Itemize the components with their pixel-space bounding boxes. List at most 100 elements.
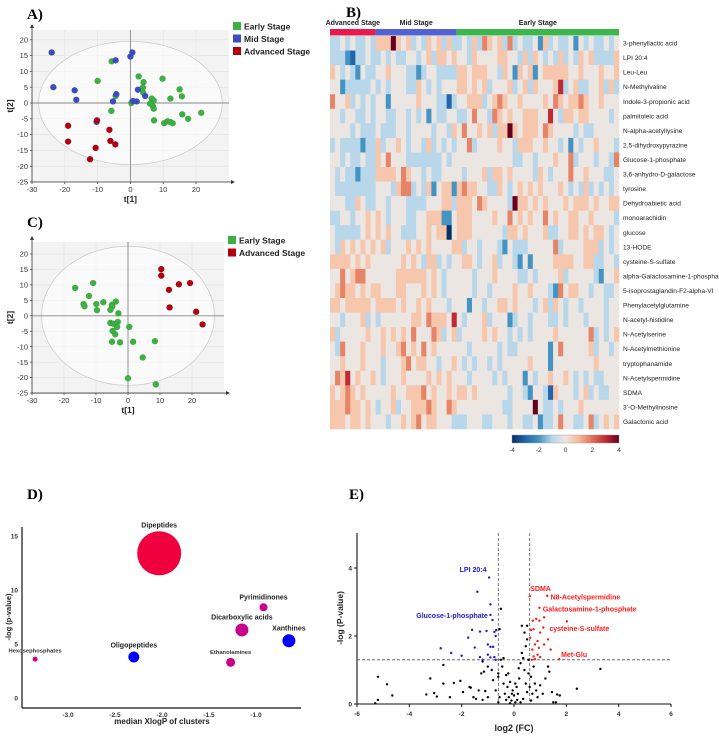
heatmap-cell bbox=[568, 312, 574, 328]
volcano-point bbox=[478, 655, 482, 659]
heatmap-cell bbox=[613, 356, 620, 372]
heatmap-cell bbox=[456, 385, 463, 401]
heatmap-cell bbox=[380, 50, 387, 66]
heatmap-cell bbox=[568, 65, 574, 80]
volcano-point bbox=[460, 654, 463, 657]
heatmap-cell bbox=[492, 94, 498, 110]
heatmap-cell bbox=[350, 94, 356, 110]
heatmap-cell bbox=[451, 225, 458, 241]
heatmap-cell bbox=[400, 341, 407, 357]
heatmap-cell bbox=[340, 123, 346, 139]
volcano-point bbox=[508, 702, 512, 705]
volcano-point bbox=[510, 699, 513, 702]
heatmap-cell bbox=[421, 137, 427, 153]
heatmap-cell bbox=[558, 123, 564, 139]
volcano-point bbox=[524, 645, 527, 648]
heatmap-cell bbox=[578, 356, 584, 372]
volcano-point bbox=[482, 670, 486, 673]
volcano-point bbox=[558, 694, 561, 697]
heatmap-cell bbox=[360, 414, 366, 430]
bubble-label: Ethanolamines bbox=[210, 650, 251, 656]
heatmap-cell bbox=[461, 399, 468, 415]
heatmap-cell bbox=[512, 225, 518, 241]
heatmap-cell bbox=[532, 239, 539, 255]
row-label: glucose bbox=[623, 230, 646, 237]
heatmap-cell bbox=[365, 167, 371, 182]
row-label: 5-isoprostaglandin-F2-alpha-VI bbox=[623, 288, 714, 295]
heatmap-cell bbox=[375, 385, 382, 401]
volcano-point bbox=[529, 675, 533, 678]
heatmap-cell bbox=[517, 399, 523, 415]
heatmap-cell bbox=[431, 152, 437, 168]
heatmap-cell bbox=[395, 225, 402, 241]
heatmap-cell bbox=[380, 196, 387, 211]
heatmap-cell bbox=[421, 225, 427, 241]
heatmap-cell bbox=[598, 283, 605, 299]
heatmap-cell bbox=[390, 312, 397, 328]
heatmap-cell bbox=[548, 385, 554, 401]
heatmap-b: Advanced Stage Mid Stage Early Stage3-phen… bbox=[326, 20, 719, 454]
heatmap-cell bbox=[345, 225, 351, 241]
heatmap-cell bbox=[350, 65, 356, 80]
heatmap-cell bbox=[416, 50, 422, 66]
x-tick-label: -3.0 bbox=[62, 712, 74, 719]
volcano-point bbox=[442, 682, 445, 685]
heatmap-cell bbox=[502, 152, 508, 168]
heatmap-cell bbox=[390, 50, 397, 66]
heatmap-cell bbox=[603, 399, 610, 415]
heatmap-cell bbox=[370, 196, 376, 211]
heatmap-cell bbox=[345, 210, 351, 226]
legend-label: Early Stage bbox=[244, 22, 291, 32]
heatmap-cell bbox=[350, 167, 356, 182]
heatmap-cell bbox=[537, 108, 544, 124]
heatmap-cell bbox=[451, 79, 458, 95]
heatmap-cell bbox=[355, 50, 361, 66]
heatmap-cell bbox=[598, 414, 605, 430]
heatmap-cell bbox=[365, 108, 371, 124]
heatmap-cell bbox=[395, 94, 402, 110]
heatmap-cell bbox=[578, 268, 584, 284]
heatmap-cell bbox=[608, 196, 615, 211]
y-tick-label: 0 bbox=[24, 99, 28, 108]
colorbar-tick-label: -2 bbox=[536, 447, 542, 454]
volcano-point bbox=[533, 657, 537, 661]
heatmap-cell bbox=[421, 167, 427, 182]
heatmap-cell bbox=[330, 225, 336, 241]
heatmap-cell bbox=[421, 385, 427, 401]
x-tick-label: 2 bbox=[565, 711, 569, 718]
heatmap-cell bbox=[345, 79, 351, 95]
volcano-point bbox=[486, 696, 490, 699]
heatmap-cell bbox=[512, 298, 518, 313]
heatmap-cell bbox=[355, 108, 361, 124]
heatmap-cell bbox=[497, 152, 503, 168]
heatmap-cell bbox=[446, 123, 452, 139]
heatmap-cell bbox=[370, 94, 376, 110]
heatmap-cell bbox=[492, 312, 498, 328]
volcano-point bbox=[472, 696, 475, 699]
heatmap-cell bbox=[385, 312, 392, 328]
heatmap-cell bbox=[436, 312, 442, 328]
heatmap-cell bbox=[492, 65, 498, 80]
heatmap-cell bbox=[380, 123, 387, 139]
heatmap-cell bbox=[471, 108, 478, 124]
heatmap-cell bbox=[578, 152, 584, 168]
heatmap-cell bbox=[603, 79, 610, 95]
heatmap-cell bbox=[335, 341, 341, 357]
heatmap-cell bbox=[482, 312, 488, 328]
heatmap-cell bbox=[558, 254, 564, 270]
heatmap-cell bbox=[411, 414, 417, 430]
heatmap-cell bbox=[421, 254, 427, 270]
heatmap-cell bbox=[487, 210, 493, 226]
heatmap-cell bbox=[507, 356, 513, 372]
legend-swatch bbox=[228, 236, 236, 244]
heatmap-cell bbox=[355, 167, 361, 182]
heatmap-cell bbox=[456, 239, 463, 255]
heatmap-cell bbox=[512, 108, 518, 124]
heatmap-cell bbox=[502, 137, 508, 153]
heatmap-cell bbox=[573, 370, 579, 386]
heatmap-cell bbox=[512, 167, 518, 182]
heatmap-cell bbox=[558, 370, 564, 386]
heatmap-cell bbox=[603, 370, 610, 386]
heatmap-cell bbox=[335, 196, 341, 211]
heatmap-cell bbox=[345, 108, 351, 124]
